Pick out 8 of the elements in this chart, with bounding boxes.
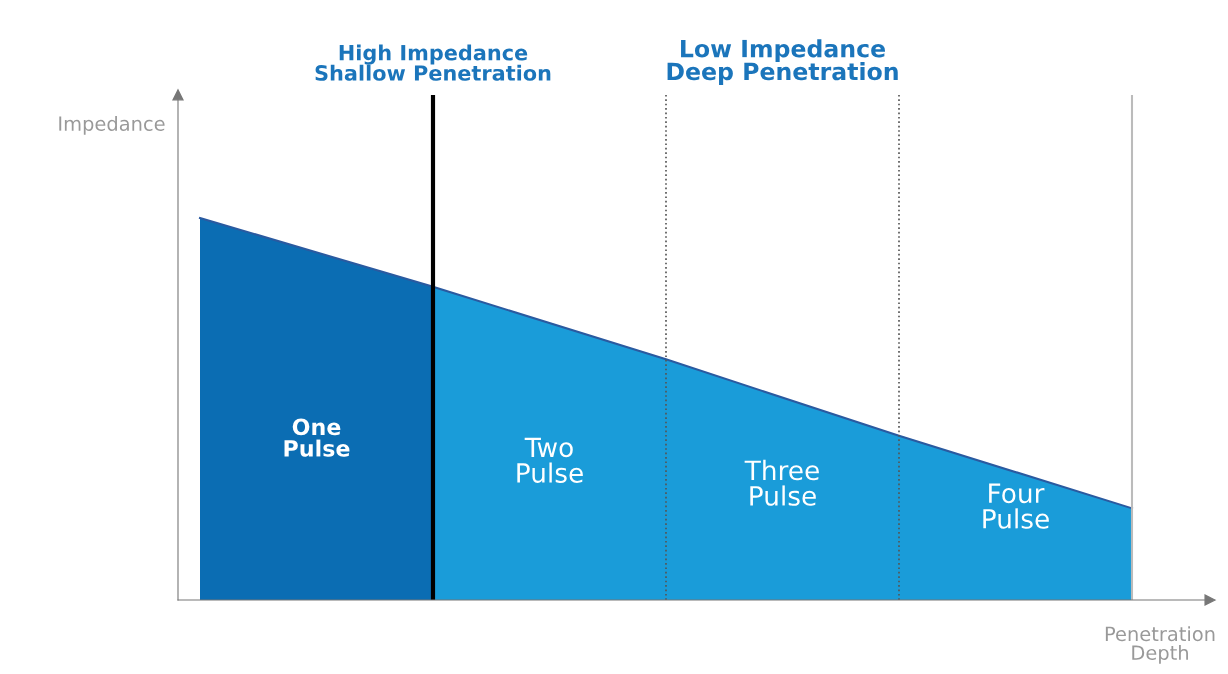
annotation: Four Pulse <box>983 483 1049 529</box>
x-axis-title: Penetration Depth <box>1105 626 1215 664</box>
text: Low Impedance Deep Penetration <box>667 39 898 85</box>
y-axis-title: Impedance <box>59 115 165 135</box>
text: High Impedance Shallow Penetration <box>315 44 551 81</box>
annotation: One Pulse <box>284 418 350 457</box>
annotation: Three Pulse <box>744 459 819 506</box>
annotation: Two Pulse <box>517 437 583 483</box>
